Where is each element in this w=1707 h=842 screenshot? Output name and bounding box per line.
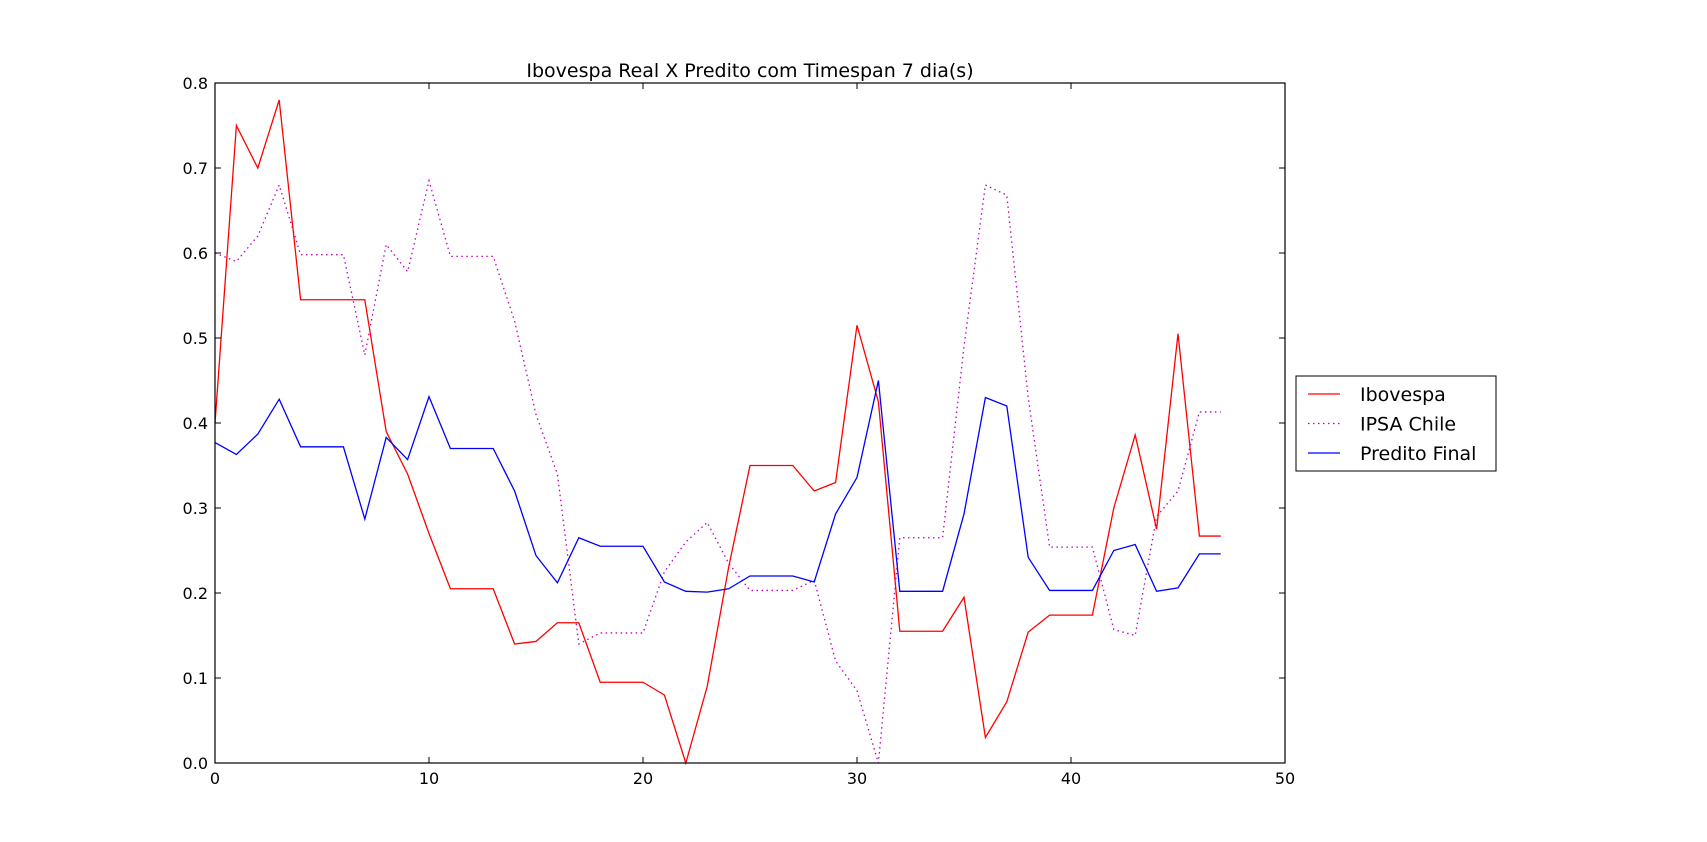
y-tick-label: 0.3 xyxy=(183,499,208,518)
y-tick-label: 0.6 xyxy=(183,244,208,263)
ticks-layer: 0 10 20 30 40 50 0.0 0.1 0.2 0.3 0.4 0.5 0.6 0.7 0.8 xyxy=(183,74,1296,788)
legend: Ibovespa IPSA Chile Predito Final xyxy=(1295,375,1497,472)
series-line-0 xyxy=(214,99,1221,766)
y-tick-label: 0.5 xyxy=(183,329,208,348)
x-tick-label: 20 xyxy=(633,769,653,788)
y-tick-label: 0.8 xyxy=(183,74,208,93)
series-line-2 xyxy=(214,380,1221,593)
series-layer xyxy=(214,99,1221,766)
x-tick-label: 10 xyxy=(419,769,439,788)
legend-label-1: IPSA Chile xyxy=(1360,414,1456,436)
x-tick-label: 40 xyxy=(1061,769,1081,788)
y-tick-label: 0.1 xyxy=(183,669,208,688)
x-tick-label: 50 xyxy=(1275,769,1295,788)
y-tick-label: 0.4 xyxy=(183,414,208,433)
legend-label-0: Ibovespa xyxy=(1360,384,1446,406)
legend-label-2: Predito Final xyxy=(1360,443,1476,465)
y-tick-label: 0.0 xyxy=(183,754,208,773)
x-tick-label: 0 xyxy=(210,769,220,788)
chart-title: Ibovespa Real X Predito com Timespan 7 d… xyxy=(526,60,973,82)
y-tick-label: 0.2 xyxy=(183,584,208,603)
x-tick-label: 30 xyxy=(847,769,867,788)
y-tick-label: 0.7 xyxy=(183,159,208,178)
series-line-1 xyxy=(214,178,1221,764)
